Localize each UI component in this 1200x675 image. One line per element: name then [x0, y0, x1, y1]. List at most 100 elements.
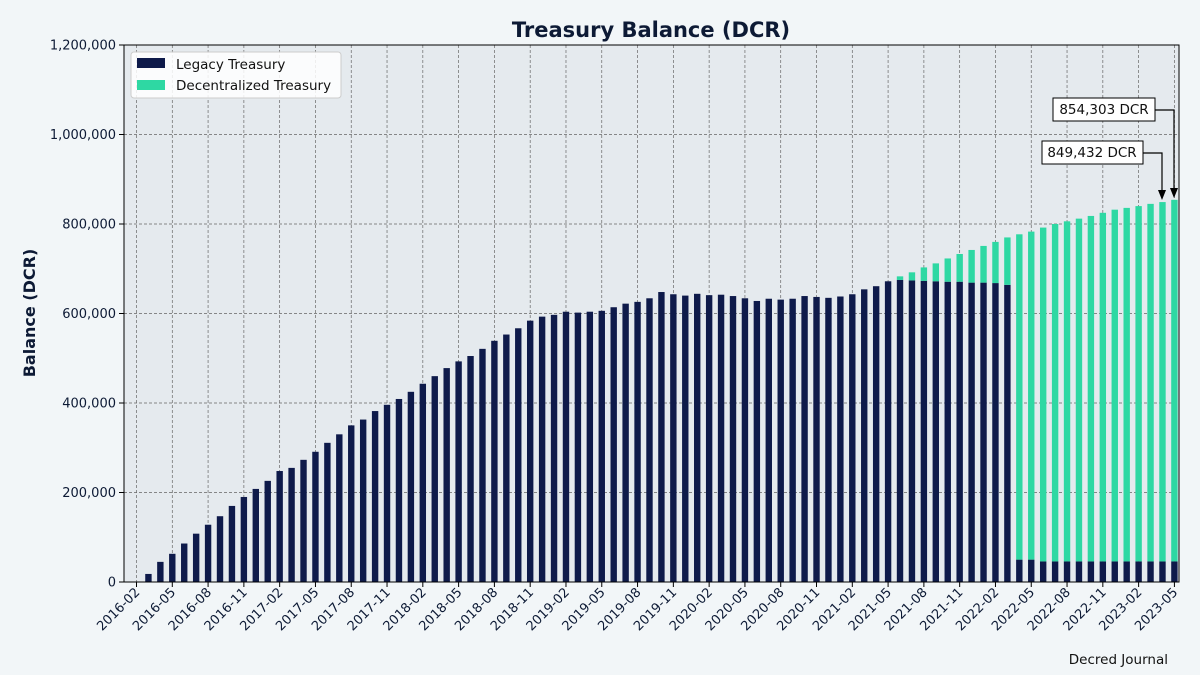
bar-legacy-2017-06 [324, 442, 331, 582]
credit-text: Decred Journal [1069, 652, 1168, 668]
bar-decentralized-2021-08 [920, 267, 928, 281]
bar-legacy-2021-12 [968, 282, 975, 582]
bar-legacy-2022-01 [980, 282, 987, 582]
bar-decentralized-2021-07 [908, 272, 916, 281]
bar-legacy-2016-07 [192, 533, 200, 582]
bar-legacy-2018-08 [491, 340, 498, 582]
bar-decentralized-2022-09 [1075, 218, 1083, 562]
bar-legacy-2018-02 [419, 383, 427, 582]
bar-legacy-2021-11 [956, 281, 963, 582]
chart-title: Treasury Balance (DCR) [512, 18, 790, 42]
bar-decentralized-2022-02 [992, 241, 999, 284]
bar-legacy-2018-06 [467, 356, 474, 582]
bar-legacy-2023-02 [1135, 561, 1142, 582]
bar-legacy-2019-01 [550, 314, 558, 582]
bar-legacy-2022-04 [1016, 559, 1023, 582]
bars-group [145, 199, 1178, 582]
y-axis-ticks: 0 200,000 400,000 600,000 800,000 1,000,000 1,… [50, 39, 124, 591]
bar-legacy-2016-08 [204, 524, 212, 582]
bar-legacy-2021-05 [884, 281, 892, 582]
bar-legacy-2016-10 [228, 505, 236, 582]
bar-decentralized-2022-04 [1016, 234, 1023, 560]
legend: Legacy Treasury Decentralized Treasury [130, 51, 342, 99]
bar-legacy-2016-05 [169, 553, 176, 582]
bar-legacy-2022-12 [1111, 561, 1118, 582]
bar-legacy-2021-10 [944, 281, 951, 582]
bar-legacy-2019-12 [682, 295, 689, 582]
bar-legacy-2017-02 [276, 471, 283, 582]
bar-legacy-2022-03 [1004, 284, 1011, 582]
bar-legacy-2022-09 [1075, 561, 1083, 582]
bar-decentralized-2021-06 [896, 276, 904, 280]
bar-decentralized-2023-03 [1147, 203, 1154, 562]
annotation-arrowhead [1158, 190, 1166, 200]
bar-legacy-2022-07 [1051, 561, 1059, 582]
bar-legacy-2020-11 [813, 296, 820, 582]
bar-decentralized-2022-06 [1039, 227, 1047, 562]
bar-decentralized-2022-03 [1004, 237, 1011, 285]
bar-legacy-2017-01 [264, 480, 271, 582]
annotation-arrow [1143, 152, 1163, 194]
annotation-arrowhead [1170, 188, 1178, 198]
y-axis-label: Balance (DCR) [20, 249, 39, 378]
legend-box [130, 51, 342, 99]
bar-legacy-2019-10 [658, 292, 665, 582]
legend-swatch-legacy [137, 58, 165, 68]
bar-decentralized-2022-05 [1028, 231, 1035, 560]
bar-legacy-2016-09 [216, 516, 224, 582]
bar-legacy-2022-10 [1087, 561, 1095, 582]
annotation-arrow [1155, 109, 1175, 192]
bar-legacy-2021-02 [849, 294, 856, 582]
bar-legacy-2020-04 [729, 296, 737, 582]
bar-legacy-2018-11 [526, 320, 534, 582]
bar-legacy-2018-05 [455, 361, 462, 582]
bar-legacy-2018-03 [431, 376, 438, 582]
bar-legacy-2022-05 [1028, 559, 1035, 582]
bar-legacy-2021-08 [920, 280, 928, 582]
bar-legacy-2022-06 [1039, 561, 1047, 582]
y-tick-label: 1,000,000 [50, 128, 116, 143]
bar-legacy-2019-03 [574, 312, 582, 582]
y-tick-label: 400,000 [62, 397, 116, 412]
bar-legacy-2023-05 [1171, 561, 1178, 582]
bar-legacy-2021-01 [837, 296, 844, 582]
bar-legacy-2016-12 [252, 488, 259, 582]
bar-legacy-2017-03 [288, 467, 295, 582]
bar-legacy-2017-04 [300, 459, 307, 582]
bar-decentralized-2022-08 [1063, 221, 1071, 562]
bar-legacy-2017-07 [336, 434, 343, 582]
bar-legacy-2021-03 [861, 289, 868, 582]
bar-legacy-2019-08 [634, 301, 641, 582]
bar-decentralized-2023-02 [1135, 206, 1142, 562]
y-tick-label: 200,000 [62, 486, 116, 501]
bar-decentralized-2022-07 [1051, 224, 1059, 562]
y-tick-label: 600,000 [62, 307, 116, 322]
bar-legacy-2018-07 [479, 348, 486, 582]
bar-legacy-2021-06 [896, 279, 904, 582]
bar-decentralized-2021-09 [932, 263, 940, 282]
bar-legacy-2020-10 [801, 296, 808, 582]
bar-legacy-2020-06 [753, 300, 761, 582]
y-tick-label: 0 [108, 576, 116, 591]
bar-decentralized-2021-11 [956, 253, 963, 282]
bar-legacy-2023-03 [1147, 561, 1154, 582]
bar-legacy-2016-03 [145, 573, 152, 582]
bar-decentralized-2023-05 [1171, 199, 1178, 562]
bar-decentralized-2021-10 [944, 258, 951, 282]
y-tick-label: 800,000 [62, 218, 116, 233]
legend-label-decentralized: Decentralized Treasury [176, 78, 331, 94]
bar-legacy-2019-07 [622, 303, 629, 582]
bar-legacy-2018-12 [538, 316, 546, 582]
bar-legacy-2020-02 [705, 295, 713, 582]
annotation-854303: 854,303 DCR [1052, 97, 1178, 198]
bar-legacy-2023-04 [1159, 561, 1166, 582]
bar-legacy-2020-01 [694, 293, 701, 582]
annotation-text: 854,303 DCR [1059, 102, 1148, 118]
bar-legacy-2023-01 [1123, 561, 1130, 582]
bar-legacy-2019-02 [562, 311, 570, 582]
bar-legacy-2019-04 [586, 311, 594, 582]
bar-decentralized-2023-01 [1123, 207, 1130, 562]
bar-decentralized-2022-12 [1111, 209, 1118, 562]
bar-legacy-2020-08 [777, 299, 784, 582]
